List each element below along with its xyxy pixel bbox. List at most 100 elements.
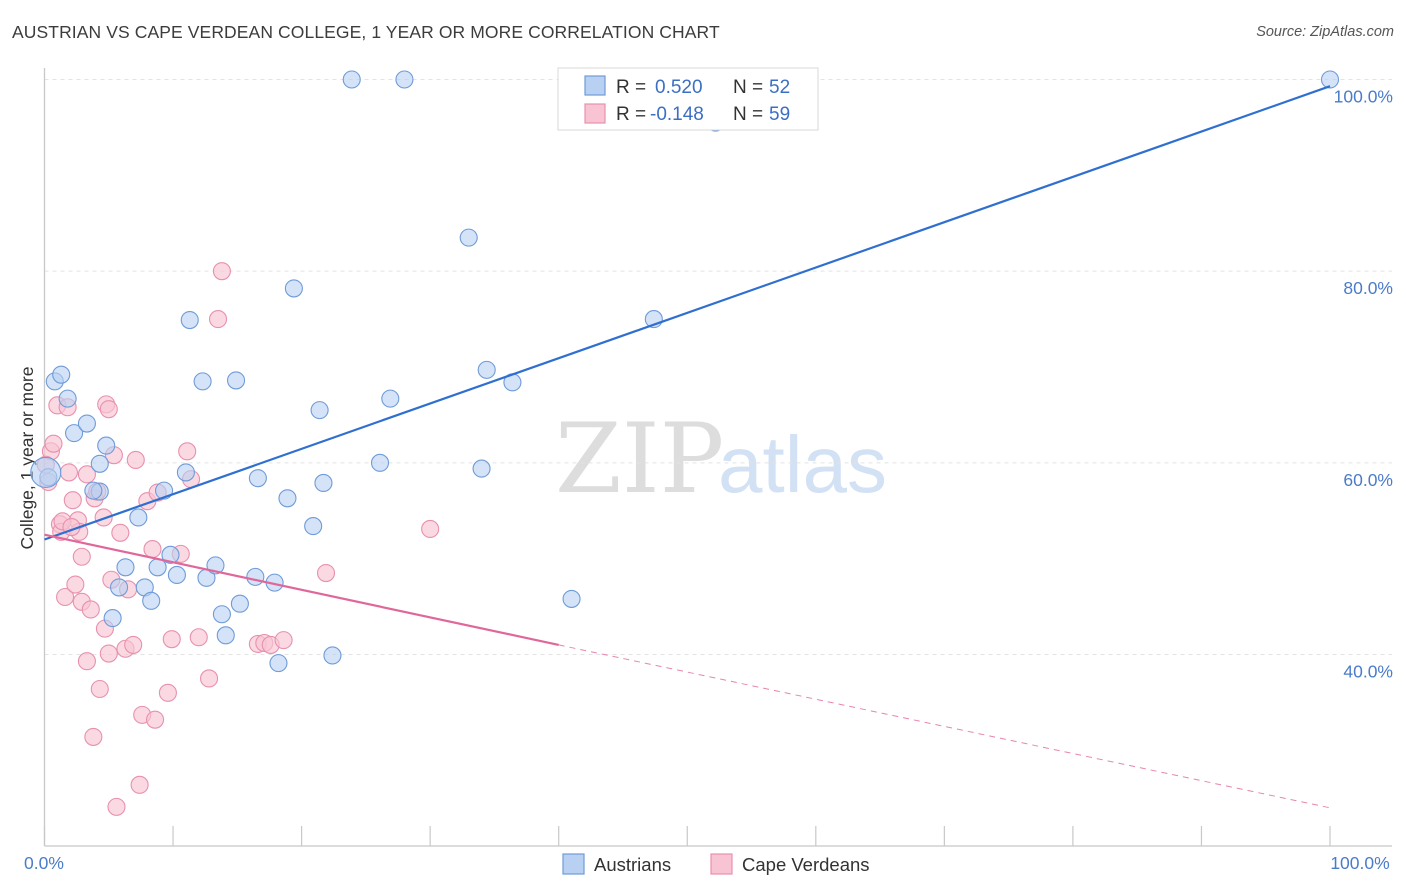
legend-n-value-capeverdeans: 59 — [769, 104, 790, 125]
legend-n-label-austrians: N = — [733, 77, 763, 98]
austrians-trend-line — [44, 85, 1331, 541]
source-label: Source: ZipAtlas.com — [1256, 24, 1394, 40]
austrians-point-8 — [97, 436, 116, 455]
austrians-point-39 — [342, 70, 361, 89]
watermark-atlas: atlas — [718, 420, 887, 509]
austrians-point-12 — [116, 558, 135, 577]
austrians-point-11 — [110, 578, 129, 597]
gridlines — [44, 79, 1392, 655]
chart-title: AUSTRIAN VS CAPE VERDEAN COLLEGE, 1 YEAR… — [12, 22, 720, 42]
cape-verdeans-point-10 — [66, 575, 85, 594]
cape-verdeans-trend-line — [44, 533, 559, 646]
x-tick-label-right: 100.0% — [1330, 853, 1389, 873]
austrians-point-35 — [304, 517, 323, 536]
legend-swatch-austrians — [584, 75, 606, 96]
austrians-point-26 — [216, 626, 235, 645]
austrians-point-2 — [52, 365, 71, 384]
cape-verdeans-point-13 — [72, 547, 91, 566]
cape-verdeans-point-6 — [56, 587, 75, 607]
cape-verdeans-point-33 — [124, 635, 143, 654]
austrians-point-51 — [30, 456, 62, 488]
austrians-point-47 — [562, 589, 581, 608]
austrians-point-33 — [278, 489, 297, 508]
austrians-point-43 — [459, 228, 478, 247]
austrians-point-4 — [65, 424, 84, 443]
cape-verdeans-point-49 — [212, 262, 231, 281]
x-tick-label-left: 0.0% — [24, 853, 64, 873]
cape-verdeans-point-54 — [316, 563, 336, 583]
trend-lines — [44, 85, 1331, 809]
austrians-points — [30, 70, 1340, 673]
cape-verdeans-trend-extension — [558, 644, 1331, 809]
austrians-point-10 — [103, 609, 122, 628]
austrians-point-27 — [226, 371, 246, 390]
austrians-point-15 — [142, 591, 161, 610]
cape-verdeans-point-16 — [77, 465, 96, 484]
series-legend-swatch-austrians — [562, 853, 585, 875]
austrians-point-3 — [58, 389, 77, 408]
austrians-point-28 — [230, 594, 249, 613]
austrians-point-19 — [167, 565, 186, 585]
legend-n-label-capeverdeans: N = — [733, 104, 763, 125]
cape-verdeans-point-47 — [199, 669, 219, 688]
y-tick-label-100: 100.0% — [1334, 87, 1393, 107]
austrians-point-29 — [246, 567, 265, 586]
austrians-point-25 — [212, 605, 231, 624]
series-legend-swatch-capeverdeans — [710, 853, 733, 875]
austrians-point-40 — [370, 453, 390, 472]
watermark-zip: ZIP — [555, 403, 724, 515]
series-legend: Austrians Cape Verdeans — [562, 853, 870, 875]
cape-verdeans-point-42 — [162, 630, 181, 649]
austrians-point-41 — [381, 389, 400, 408]
cape-verdeans-point-53 — [274, 631, 293, 650]
austrians-point-20 — [176, 463, 195, 482]
cape-verdeans-point-29 — [107, 797, 126, 816]
austrians-point-13 — [129, 508, 148, 527]
y-tick-labels: 100.0% 80.0% 60.0% 40.0% — [1334, 87, 1393, 682]
cape-verdeans-point-26 — [99, 644, 118, 663]
cape-verdeans-point-22 — [94, 508, 113, 527]
y-tick-label-60: 60.0% — [1343, 470, 1393, 490]
y-axis-title: College, 1 year or more — [17, 367, 37, 550]
austrians-point-44 — [472, 459, 491, 478]
austrians-point-50 — [1320, 70, 1340, 89]
legend-swatch-capeverdeans — [584, 103, 606, 124]
austrians-point-7 — [90, 454, 109, 473]
cape-verdeans-point-39 — [146, 710, 165, 729]
cape-verdeans-points — [36, 262, 440, 816]
cape-verdeans-point-18 — [84, 727, 103, 746]
austrians-point-36 — [310, 401, 329, 420]
cape-verdeans-point-46 — [189, 628, 208, 647]
cape-verdeans-point-17 — [81, 600, 100, 619]
series-legend-label-capeverdeans: Cape Verdeans — [742, 854, 870, 875]
cape-verdeans-point-21 — [90, 679, 109, 699]
cape-verdeans-point-38 — [143, 540, 162, 559]
austrians-point-34 — [284, 279, 303, 298]
x-axis-ticks — [43, 826, 1331, 846]
correlation-legend: R = 0.520 N = 52 R = -0.148 N = 59 — [557, 67, 819, 131]
y-tick-label-40: 40.0% — [1343, 662, 1393, 682]
austrians-point-45 — [477, 360, 496, 379]
cape-verdeans-point-2 — [44, 434, 63, 453]
legend-r-label-austrians: R = — [616, 77, 646, 98]
series-legend-label-austrians: Austrians — [594, 854, 671, 875]
austrians-point-30 — [248, 469, 267, 488]
cape-verdeans-point-30 — [111, 523, 130, 542]
cape-verdeans-point-55 — [421, 519, 440, 539]
austrians-point-9 — [84, 481, 103, 500]
y-tick-label-80: 80.0% — [1343, 278, 1393, 298]
cape-verdeans-point-9 — [63, 491, 82, 510]
cape-verdeans-point-35 — [130, 775, 149, 794]
cape-verdeans-point-41 — [158, 683, 177, 702]
austrians-point-18 — [161, 545, 180, 564]
cape-verdeans-point-15 — [77, 652, 96, 671]
legend-r-label-capeverdeans: R = — [616, 104, 646, 125]
cape-verdeans-point-25 — [99, 400, 118, 419]
cape-verdeans-point-34 — [126, 450, 145, 470]
austrians-point-22 — [193, 372, 212, 391]
austrians-point-32 — [269, 654, 288, 673]
legend-n-value-austrians: 52 — [769, 77, 790, 98]
cape-verdeans-point-8 — [59, 463, 78, 482]
legend-r-value-capeverdeans: -0.148 — [650, 104, 704, 125]
